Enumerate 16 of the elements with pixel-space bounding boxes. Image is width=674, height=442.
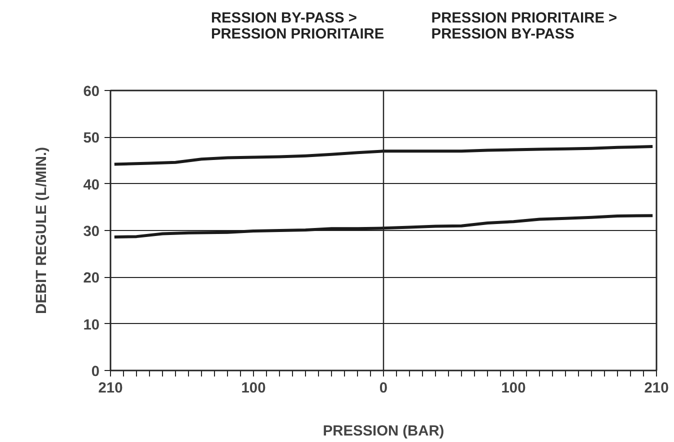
x-tick-label: 100 bbox=[501, 380, 526, 396]
text: RESSION BY-PASS > PRESSION PRIORITAIRE bbox=[210, 10, 384, 42]
y-tick-label: 20 bbox=[83, 270, 100, 287]
y-tick-label: 40 bbox=[83, 177, 100, 194]
x-tick-label: 0 bbox=[379, 380, 388, 396]
x-axis-title: PRESSION (BAR) bbox=[322, 424, 444, 440]
text: PRESSION PRIORITAIRE > PRESSION BY-PASS bbox=[431, 10, 618, 42]
x-tick-label: 100 bbox=[241, 380, 266, 396]
x-tick-label: 210 bbox=[644, 380, 669, 396]
x-tick-label: 210 bbox=[98, 380, 123, 396]
y-tick-label: 10 bbox=[83, 317, 100, 334]
y-tick-label: 30 bbox=[83, 224, 100, 240]
y-tick-label: 60 bbox=[83, 84, 100, 100]
y-tick-label: 0 bbox=[91, 364, 100, 380]
y-tick-label: 50 bbox=[83, 130, 100, 147]
y-axis-title: DEBIT REGULE (L/MIN.) bbox=[34, 146, 50, 314]
